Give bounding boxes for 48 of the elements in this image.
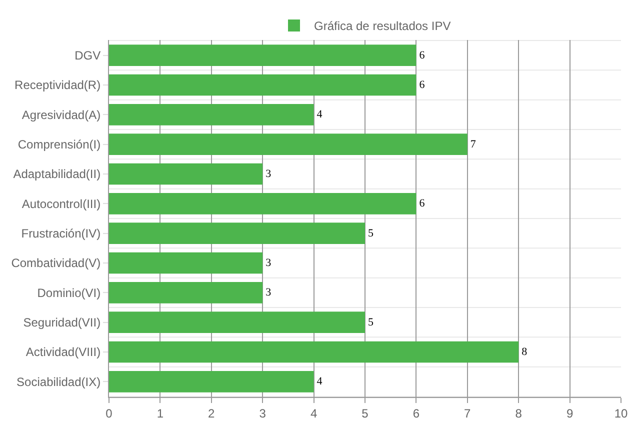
y-tick-label: Actividad(VIII) (26, 345, 101, 360)
bar (109, 192, 416, 214)
x-tick-label: 5 (362, 406, 369, 420)
bar (109, 134, 468, 156)
bar (109, 44, 416, 66)
legend-label: Gráfica de resultados IPV (314, 19, 451, 34)
bar (109, 163, 263, 185)
data-label: 3 (266, 286, 272, 299)
bar (109, 370, 314, 392)
bar (109, 104, 314, 126)
data-label: 3 (266, 257, 272, 269)
data-label: 3 (266, 168, 272, 180)
bar (109, 74, 416, 96)
x-tick-label: 4 (310, 406, 318, 420)
bar (109, 282, 263, 304)
y-tick-label: Receptividad(R) (14, 78, 101, 92)
x-tick-label: 10 (614, 406, 628, 420)
bar (109, 252, 263, 274)
x-tick-label: 0 (106, 406, 113, 420)
bar (109, 222, 365, 244)
y-tick-label: Combatividad(V) (11, 256, 101, 270)
data-label: 8 (522, 346, 528, 358)
x-tick-label: 2 (208, 406, 216, 420)
y-tick-label: Sociabilidad(IX) (16, 374, 101, 389)
data-label: 4 (316, 108, 323, 121)
data-label: 6 (419, 198, 426, 210)
data-label: 7 (470, 138, 476, 150)
x-tick-label: 6 (412, 406, 420, 420)
data-label: 5 (368, 316, 374, 328)
data-label: 6 (419, 49, 426, 62)
bar (109, 312, 365, 334)
x-tick-label: 9 (566, 406, 574, 420)
data-label: 4 (316, 376, 323, 388)
x-tick-label: 8 (515, 406, 522, 420)
y-tick-label: Comprensión(I) (18, 138, 101, 152)
x-tick-label: 3 (259, 406, 266, 420)
y-tick-label: Frustración(IV) (21, 226, 101, 241)
data-label: 6 (419, 79, 426, 91)
y-tick-label: DGV (74, 48, 101, 63)
y-tick-label: Dominio(VI) (37, 286, 101, 300)
data-label: 5 (368, 227, 374, 240)
y-tick-label: Agresividad(A) (22, 108, 101, 122)
bar (109, 341, 519, 363)
y-tick-label: Adaptabilidad(II) (13, 167, 101, 182)
x-tick-label: 7 (464, 406, 472, 420)
y-tick-label: Autocontrol(III) (22, 196, 101, 211)
x-tick-label: 1 (156, 406, 164, 420)
y-tick-label: Seguridad(VII) (23, 316, 101, 330)
